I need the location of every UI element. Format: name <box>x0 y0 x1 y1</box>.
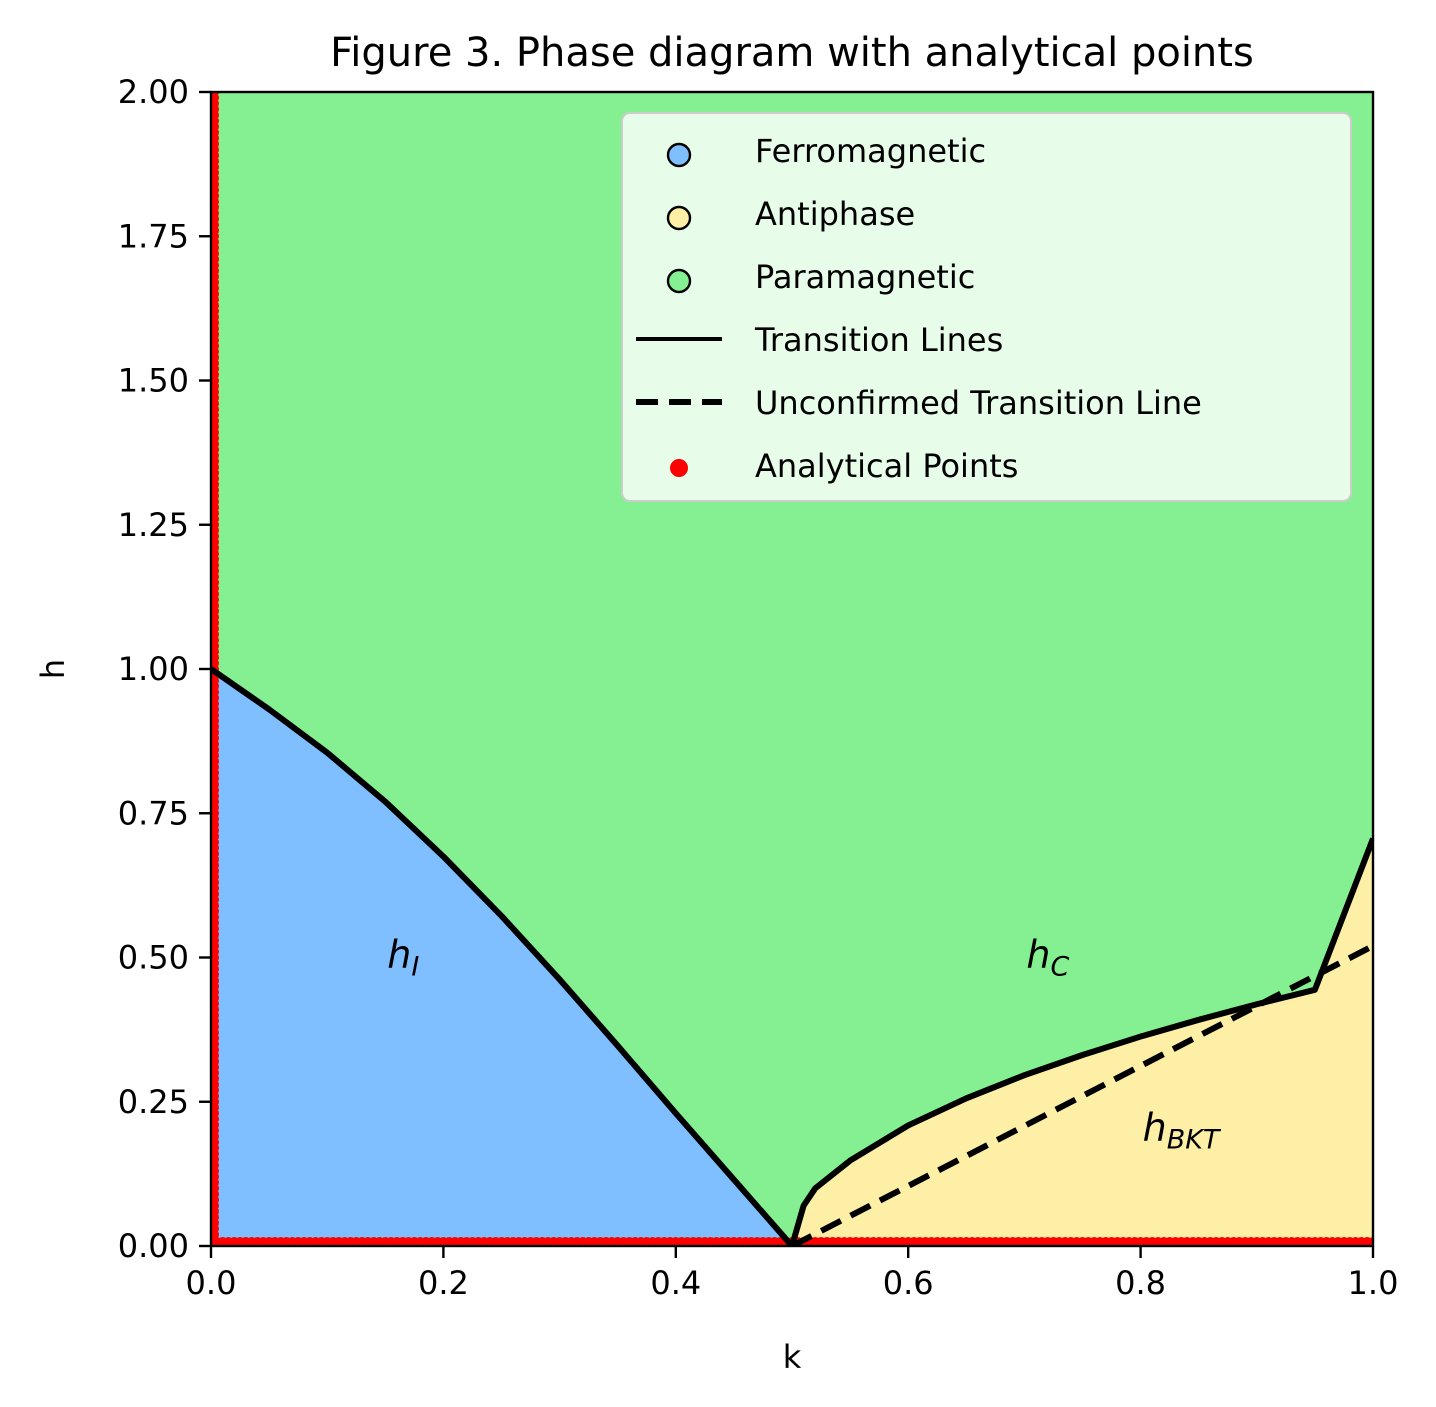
legend-marker-analytical-point <box>670 459 688 477</box>
analytical-point <box>211 92 219 97</box>
legend-marker-ferro <box>666 142 692 168</box>
x-tick-label: 0.6 <box>883 1264 934 1302</box>
x-axis-label: k <box>783 1338 802 1376</box>
label-hbkt: hBKT <box>1143 1106 1222 1156</box>
y-tick-label: 0.00 <box>118 1227 189 1265</box>
transition-line-h-i <box>211 666 795 1246</box>
unconfirmed-transition-line <box>790 943 1373 1246</box>
x-axis-ticks: 0.0 0.2 0.4 0.6 0.8 1.0 <box>186 1246 1399 1302</box>
y-tick-label: 2.00 <box>118 73 189 111</box>
analytical-points <box>211 92 1373 1246</box>
legend-label: Analytical Points <box>755 447 1018 485</box>
x-tick-label: 0.8 <box>1115 1264 1166 1302</box>
y-tick-label: 1.75 <box>118 217 189 255</box>
curve-annotations: hI hC hBKT <box>387 933 1222 1156</box>
legend-label: Paramagnetic <box>755 258 975 296</box>
label-hi: hI <box>387 933 419 983</box>
y-tick-label: 1.50 <box>118 362 189 400</box>
y-tick-label: 1.00 <box>118 650 189 688</box>
chart-title: Figure 3. Phase diagram with analytical … <box>330 30 1254 76</box>
antiphase-region <box>792 838 1373 1246</box>
legend-marker-para <box>666 268 692 294</box>
x-tick-label: 1.0 <box>1348 1264 1399 1302</box>
y-tick-label: 0.50 <box>118 939 189 977</box>
transition-line-h-c <box>789 837 1373 1246</box>
legend-marker-anti <box>666 205 692 231</box>
x-tick-label: 0.0 <box>186 1264 237 1302</box>
legend-label: Unconfirmed Transition Line <box>755 384 1202 422</box>
y-tick-label: 1.25 <box>118 506 189 544</box>
x-tick-label: 0.2 <box>418 1264 469 1302</box>
y-tick-label: 0.25 <box>118 1083 189 1121</box>
y-axis-label: h <box>34 659 72 679</box>
label-hc: hC <box>1026 933 1069 983</box>
legend-label: Ferromagnetic <box>755 132 986 170</box>
transition-lines <box>211 666 1373 1246</box>
y-axis-ticks: 0.00 0.25 0.50 0.75 1.00 1.25 1.50 1.75 2.00 <box>118 73 211 1265</box>
legend: Ferromagnetic Antiphase Paramagnetic Transi… <box>621 112 1352 502</box>
legend-label: Antiphase <box>755 195 915 233</box>
analytical-point <box>1368 1237 1373 1246</box>
ferromagnetic-region <box>211 669 792 1246</box>
y-tick-label: 0.75 <box>118 794 189 832</box>
x-tick-label: 0.4 <box>650 1264 701 1302</box>
legend-box <box>621 112 1352 502</box>
legend-label: Transition Lines <box>754 321 1003 359</box>
